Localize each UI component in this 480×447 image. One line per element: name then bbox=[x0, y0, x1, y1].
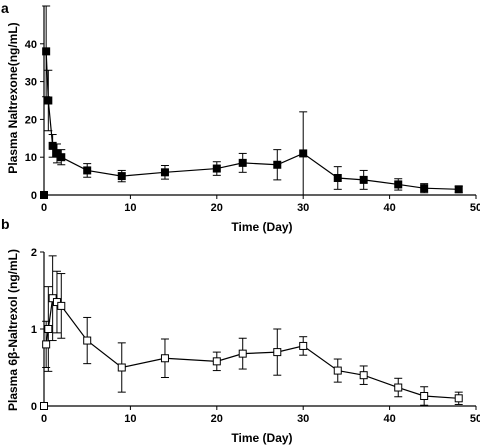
panel-a-letter: a bbox=[1, 0, 9, 16]
plot-a-y-tick-label: 30 bbox=[25, 77, 37, 89]
plot-b-data-point bbox=[57, 301, 66, 310]
plot-a-xlabel: Time (Day) bbox=[231, 220, 292, 234]
plot-a-series-line bbox=[45, 51, 459, 190]
plot-b-y-tick-label: 0 bbox=[31, 401, 37, 413]
plot-b-series-line bbox=[45, 297, 459, 399]
plot-b-x-tick-label: 30 bbox=[297, 413, 309, 425]
plot-b-x-tick-label: 50 bbox=[470, 413, 480, 425]
plot-b-data-point bbox=[44, 325, 53, 333]
plot-b-ylabel: Plasma 6β-Naltrexol (ng/mL) bbox=[6, 249, 20, 411]
plot-b: 0 10 20 30 40 50 0 1 2 bbox=[31, 247, 480, 425]
plot-b-data-point bbox=[420, 391, 429, 400]
plot-a-x-tick-label: 0 bbox=[41, 202, 47, 214]
plot-b-data-point bbox=[238, 349, 247, 358]
plot-a-data-point bbox=[160, 168, 169, 177]
plot-a-data-point bbox=[40, 191, 48, 199]
plot-a-ylabel: Plasma Naltrexone(ng/mL) bbox=[6, 22, 20, 173]
plot-b-x-tick-label: 0 bbox=[41, 413, 47, 425]
plot-b-x-tick-label: 10 bbox=[124, 413, 136, 425]
panel-b-letter: b bbox=[1, 216, 10, 232]
plot-b-y-tick-label: 2 bbox=[31, 247, 37, 259]
plot-a-y-tick-label: 40 bbox=[25, 39, 37, 51]
plot-a-data-point bbox=[57, 153, 66, 162]
plot-b-data-point bbox=[394, 383, 403, 392]
plot-a: 0 10 20 30 40 50 0 10 20 30 40 bbox=[25, 5, 480, 214]
plot-b-data-point bbox=[160, 354, 169, 363]
plot-b-data-point bbox=[83, 336, 92, 345]
plot-a-data-point bbox=[454, 185, 463, 194]
plot-b-ylabel-group: Plasma 6β-Naltrexol (ng/mL) bbox=[6, 249, 20, 411]
plot-b-data-point bbox=[40, 402, 48, 410]
plot-a-y-tick-label: 10 bbox=[25, 152, 37, 164]
plot-b-y-tick-label: 1 bbox=[31, 324, 37, 336]
plot-b-data-point bbox=[117, 363, 126, 372]
plot-b-data-point bbox=[299, 341, 308, 350]
plot-a-x-tick-label: 10 bbox=[124, 202, 136, 214]
plot-a-data-point bbox=[238, 158, 247, 167]
plot-b-data-point bbox=[212, 357, 221, 366]
plot-a-data-point bbox=[333, 173, 342, 182]
plot-a-data-point bbox=[117, 172, 126, 181]
plot-a-data-point bbox=[44, 96, 53, 105]
plot-a-ylabel-group: Plasma Naltrexone(ng/mL) bbox=[6, 22, 20, 173]
plot-b-x-tick-label: 40 bbox=[383, 413, 395, 425]
plot-a-data-point bbox=[420, 184, 429, 193]
plot-b-xlabel: Time (Day) bbox=[231, 431, 292, 445]
plot-b-data-point bbox=[454, 394, 463, 403]
plot-a-x-tick-label: 30 bbox=[297, 202, 309, 214]
plot-a-data-point bbox=[83, 166, 92, 175]
plot-a-data-point bbox=[48, 141, 57, 150]
plot-b-x-tick-label: 20 bbox=[211, 413, 223, 425]
plot-a-data-point bbox=[273, 160, 282, 169]
plot-a-data-point bbox=[359, 175, 368, 184]
plot-a-y-tick-label: 0 bbox=[31, 190, 37, 202]
plot-a-x-tick-label: 50 bbox=[470, 202, 480, 214]
plot-a-x-tick-label: 40 bbox=[383, 202, 395, 214]
plot-a-y-tick-label: 20 bbox=[25, 114, 37, 126]
plot-a-data-point bbox=[42, 47, 51, 56]
plot-a-data-point bbox=[394, 180, 403, 189]
plot-a-data-point bbox=[212, 164, 221, 173]
plot-a-x-tick-label: 20 bbox=[211, 202, 223, 214]
plot-b-data-point bbox=[359, 371, 368, 380]
plot-b-data-point bbox=[42, 340, 51, 349]
plot-b-data-point bbox=[333, 366, 342, 375]
plot-a-data-point bbox=[299, 149, 308, 158]
plot-b-data-point bbox=[273, 348, 282, 357]
